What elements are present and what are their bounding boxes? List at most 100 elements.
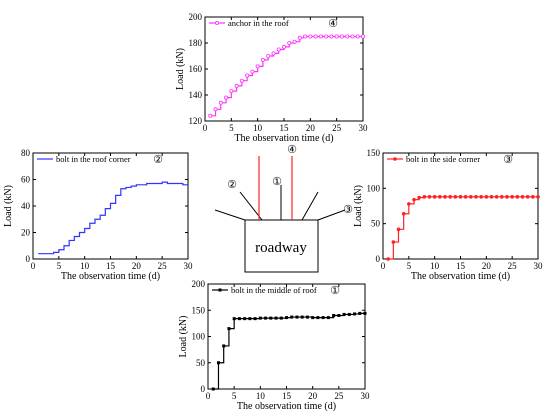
- roadway-label: roadway: [255, 240, 307, 256]
- data-point: [218, 100, 223, 105]
- data-point: [276, 47, 281, 52]
- data-point: [300, 315, 304, 319]
- x-tick-label: 15: [282, 391, 292, 401]
- data-point: [345, 34, 350, 39]
- x-tick-label: 0: [203, 123, 208, 133]
- y-tick-label: 80: [21, 148, 31, 158]
- y-axis-label: Load (kN): [3, 185, 14, 227]
- bolt-side-right: [317, 209, 346, 221]
- plot-frame: [382, 152, 539, 260]
- data-point: [401, 211, 406, 216]
- x-tick-label: 10: [253, 123, 263, 133]
- data-point: [324, 34, 329, 39]
- legend-label: anchor in the roof: [228, 18, 289, 28]
- data-point: [448, 195, 452, 199]
- y-tick-label: 140: [189, 90, 203, 100]
- y-tick-label: 200: [189, 12, 203, 22]
- data-point: [227, 327, 231, 331]
- data-point: [258, 316, 262, 320]
- data-point: [264, 316, 268, 320]
- data-point: [510, 195, 514, 199]
- data-point: [326, 316, 330, 320]
- x-tick-label: 15: [456, 261, 466, 271]
- data-point: [453, 195, 458, 199]
- legend-swatch-marker: [393, 157, 397, 161]
- data-point: [458, 195, 463, 199]
- data-point: [321, 316, 325, 320]
- data-point: [500, 195, 504, 199]
- data-point: [229, 89, 234, 94]
- y-tick-label: 180: [189, 38, 203, 48]
- data-point: [443, 195, 447, 199]
- plot-frame: [207, 283, 366, 390]
- data-point: [438, 195, 442, 199]
- bolt-side-left: [214, 209, 246, 221]
- x-axis-label: The observation time (d): [61, 271, 160, 282]
- x-tick-label: 5: [407, 261, 412, 271]
- bolt-roof-corner-left: [239, 191, 263, 221]
- y-tick-label: 150: [367, 148, 381, 158]
- y-tick-label: 0: [26, 254, 31, 264]
- data-point: [353, 312, 357, 316]
- data-point: [494, 195, 499, 199]
- y-tick-label: 160: [189, 64, 203, 74]
- legend-label: bolt in the side corner: [406, 154, 480, 164]
- data-point: [360, 34, 365, 39]
- data-point: [334, 34, 339, 39]
- legend-label: bolt in the middle of roof: [231, 285, 317, 295]
- data-point: [308, 34, 313, 39]
- data-point: [292, 39, 297, 44]
- x-tick-label: 0: [381, 261, 386, 271]
- legend-label: bolt in the roof corner: [56, 154, 131, 164]
- data-point: [313, 34, 318, 39]
- data-point: [245, 73, 250, 78]
- data-point: [260, 57, 265, 62]
- data-point: [285, 316, 288, 320]
- x-tick-label: 25: [332, 123, 342, 133]
- data-point: [216, 361, 220, 365]
- roadway-schematic: roadway ② ① ④ ③: [214, 144, 353, 273]
- y-tick-label: 60: [21, 175, 31, 185]
- data-point: [386, 257, 390, 261]
- x-tick-label: 25: [158, 261, 168, 271]
- y-tick-label: 100: [367, 183, 381, 193]
- x-tick-label: 5: [229, 123, 234, 133]
- chart-anchor-in-roof: 0 5 10 15 20 25 30 120 140 160 180 200 The observati…: [175, 12, 368, 144]
- y-tick-label: 100: [192, 332, 206, 342]
- data-point: [536, 195, 540, 199]
- data-point: [347, 312, 351, 316]
- data-point: [412, 197, 416, 202]
- data-point: [329, 34, 334, 39]
- x-tick-label: 10: [256, 391, 266, 401]
- x-tick-label: 25: [334, 391, 344, 401]
- y-tick-label: 50: [196, 358, 206, 368]
- series-line: [213, 312, 365, 390]
- y-axis-label: Load (kN): [178, 316, 189, 358]
- data-point: [489, 195, 494, 199]
- legend-swatch-marker: [218, 288, 222, 292]
- data-point: [279, 316, 283, 320]
- data-point: [355, 34, 360, 39]
- data-point: [358, 311, 362, 315]
- data-point: [332, 314, 336, 317]
- y-axis-label: Load (kN): [353, 185, 364, 227]
- x-tick-label: 30: [184, 261, 194, 271]
- data-point: [350, 34, 355, 39]
- data-point: [479, 195, 483, 199]
- y-tick-label: 0: [201, 384, 206, 394]
- x-tick-label: 20: [308, 391, 318, 401]
- x-tick-label: 0: [206, 391, 211, 401]
- x-tick-label: 20: [482, 261, 492, 271]
- chart-bolt-middle-of-roof: 0 5 10 15 20 25 30 0 50 100 150 200 The observation …: [178, 279, 370, 412]
- data-point: [290, 315, 294, 319]
- chart-bolt-roof-corner: 0 5 10 15 20 25 30 0 20 40 60 80 The observation tim…: [3, 148, 193, 282]
- data-point: [342, 312, 346, 316]
- x-tick-label: 20: [306, 123, 316, 133]
- data-point: [224, 95, 229, 100]
- data-point: [417, 195, 421, 200]
- y-tick-label: 0: [376, 254, 381, 264]
- data-point: [316, 316, 320, 320]
- y-tick-label: 120: [189, 116, 203, 126]
- data-point: [505, 195, 509, 199]
